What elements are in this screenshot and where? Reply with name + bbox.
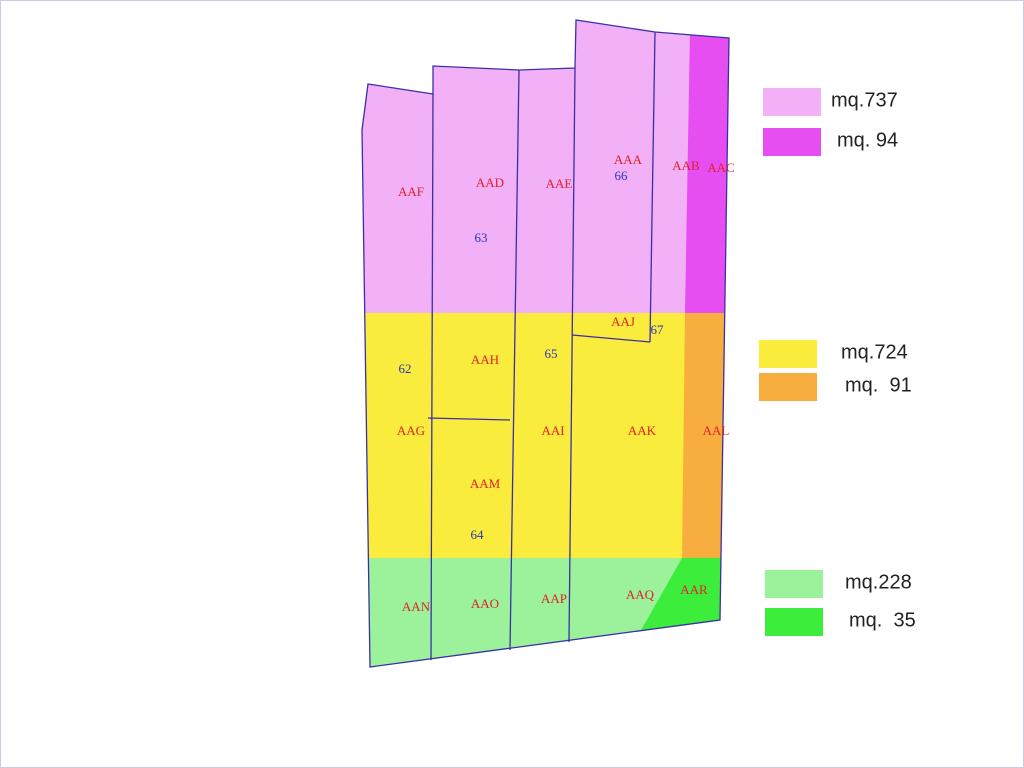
parcel-label: AAO xyxy=(471,596,499,611)
legend-label: mq.737 xyxy=(831,89,898,111)
parcel-number: 65 xyxy=(545,346,558,361)
legend-label: mq.228 xyxy=(845,571,912,593)
parcel-label: AAP xyxy=(541,591,567,606)
legend: mq.737 mq. 94 mq.724 mq. 91 mq.228 mq. 35 xyxy=(759,88,916,636)
parcel-number: 64 xyxy=(471,527,485,542)
legend-swatch xyxy=(759,340,817,368)
parcel-label: AAL xyxy=(703,423,730,438)
legend-label: mq. 94 xyxy=(837,129,898,151)
parcel-label: AAJ xyxy=(611,314,635,329)
legend-swatch xyxy=(763,128,821,156)
parcel-label: AAG xyxy=(397,423,425,438)
legend-swatch xyxy=(765,570,823,598)
parcel-label: AAI xyxy=(541,423,564,438)
zone-darkgreen xyxy=(640,558,729,640)
legend-label: mq. 35 xyxy=(849,609,916,631)
parcel-label: AAB xyxy=(672,158,700,173)
parcel-number: 62 xyxy=(399,361,412,376)
parcel-number: 67 xyxy=(651,322,665,337)
parcel-label: AAA xyxy=(614,152,643,167)
parcel-label: AAD xyxy=(476,175,504,190)
parcel-label: AAC xyxy=(707,160,734,175)
boundaries xyxy=(361,19,730,668)
parcel-label: AAM xyxy=(470,476,501,491)
parcel-label: AAK xyxy=(628,423,657,438)
legend-label: mq. 91 xyxy=(845,374,912,396)
legend-swatch xyxy=(763,88,821,116)
zone-magenta xyxy=(685,30,729,313)
parcel-label: AAF xyxy=(398,184,424,199)
parcel-number: 63 xyxy=(475,230,488,245)
parcel-number: 66 xyxy=(615,168,629,183)
legend-label: mq.724 xyxy=(841,341,908,363)
labels: AAA AAB AAC AAD AAE AAF AAG AAH AAI AAJ AAK AAL AAM A… xyxy=(397,152,735,614)
parcel-label: AAN xyxy=(402,599,431,614)
zone-yellow xyxy=(362,313,729,558)
legend-swatch xyxy=(759,373,817,401)
parcel-label: AAE xyxy=(546,176,573,191)
parcel-label: AAR xyxy=(680,582,708,597)
legend-swatch xyxy=(765,608,823,636)
parcel-label: AAH xyxy=(471,352,499,367)
parcel-label: AAQ xyxy=(626,587,655,602)
